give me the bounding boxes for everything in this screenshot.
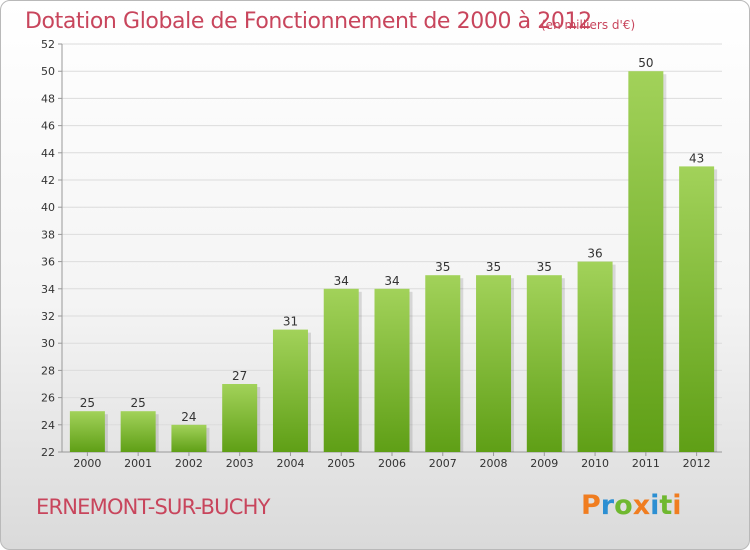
proxiti-logo: Proxiti — [581, 490, 682, 521]
x-tick-label: 2011 — [632, 457, 660, 470]
commune-name: ERNEMONT-SUR-BUCHY — [36, 495, 270, 519]
y-tick-label: 34 — [41, 283, 55, 296]
bar — [272, 329, 308, 452]
x-tick-label: 2010 — [581, 457, 609, 470]
bar-value-label: 35 — [537, 260, 552, 274]
chart-title: Dotation Globale de Fonctionnement de 20… — [25, 9, 592, 34]
bar-value-label: 31 — [283, 315, 298, 329]
bar-value-label: 24 — [181, 410, 196, 424]
y-tick-label: 42 — [41, 174, 55, 187]
bar — [171, 424, 207, 452]
y-tick-label: 28 — [41, 364, 55, 377]
x-tick-label: 2005 — [327, 457, 355, 470]
x-tick-label: 2008 — [480, 457, 508, 470]
bar — [476, 275, 512, 452]
y-tick-label: 26 — [41, 392, 55, 405]
y-tick-label: 44 — [41, 147, 55, 160]
y-tick-label: 32 — [41, 310, 55, 323]
bar — [577, 261, 613, 452]
bar — [120, 411, 156, 452]
bar-value-label: 25 — [80, 396, 95, 410]
x-tick-label: 2000 — [73, 457, 101, 470]
x-tick-label: 2001 — [124, 457, 152, 470]
y-tick-label: 50 — [41, 65, 55, 78]
y-tick-label: 24 — [41, 419, 55, 432]
logo-letter: o — [614, 490, 633, 521]
y-tick-label: 22 — [41, 446, 55, 459]
logo-letter: x — [632, 490, 651, 521]
y-tick-label: 38 — [41, 228, 55, 241]
bar-value-label: 36 — [587, 247, 602, 261]
logo-letter: r — [600, 490, 615, 521]
x-tick-label: 2003 — [226, 457, 254, 470]
x-tick-label: 2004 — [276, 457, 304, 470]
x-tick-label: 2002 — [175, 457, 203, 470]
y-tick-label: 40 — [41, 201, 55, 214]
bar-value-label: 25 — [131, 396, 146, 410]
logo-letter: i — [650, 490, 660, 521]
y-tick-label: 52 — [41, 38, 55, 51]
bar-value-label: 35 — [435, 260, 450, 274]
bar-value-label: 27 — [232, 369, 247, 383]
x-tick-label: 2006 — [378, 457, 406, 470]
logo-letter: t — [659, 490, 673, 521]
y-tick-label: 30 — [41, 337, 55, 350]
logo-letter: P — [581, 490, 601, 521]
y-tick-label: 46 — [41, 120, 55, 133]
x-tick-label: 2012 — [683, 457, 711, 470]
bar-value-label: 34 — [334, 274, 349, 288]
bar — [374, 288, 410, 452]
bar-value-label: 50 — [638, 56, 653, 70]
bar-value-label: 34 — [384, 274, 399, 288]
bar — [526, 275, 562, 452]
bar-value-label: 43 — [689, 151, 704, 165]
bar — [69, 411, 105, 452]
x-tick-label: 2007 — [429, 457, 457, 470]
bar — [679, 166, 715, 452]
bar — [425, 275, 461, 452]
x-tick-label: 2009 — [530, 457, 558, 470]
logo-letter: i — [672, 490, 682, 521]
bar — [628, 71, 664, 452]
bar-value-label: 35 — [486, 260, 501, 274]
bar — [323, 288, 359, 452]
bar — [222, 384, 258, 452]
chart-unit: (en milliers d'€) — [541, 18, 636, 32]
y-tick-label: 48 — [41, 92, 55, 105]
y-tick-label: 36 — [41, 256, 55, 269]
